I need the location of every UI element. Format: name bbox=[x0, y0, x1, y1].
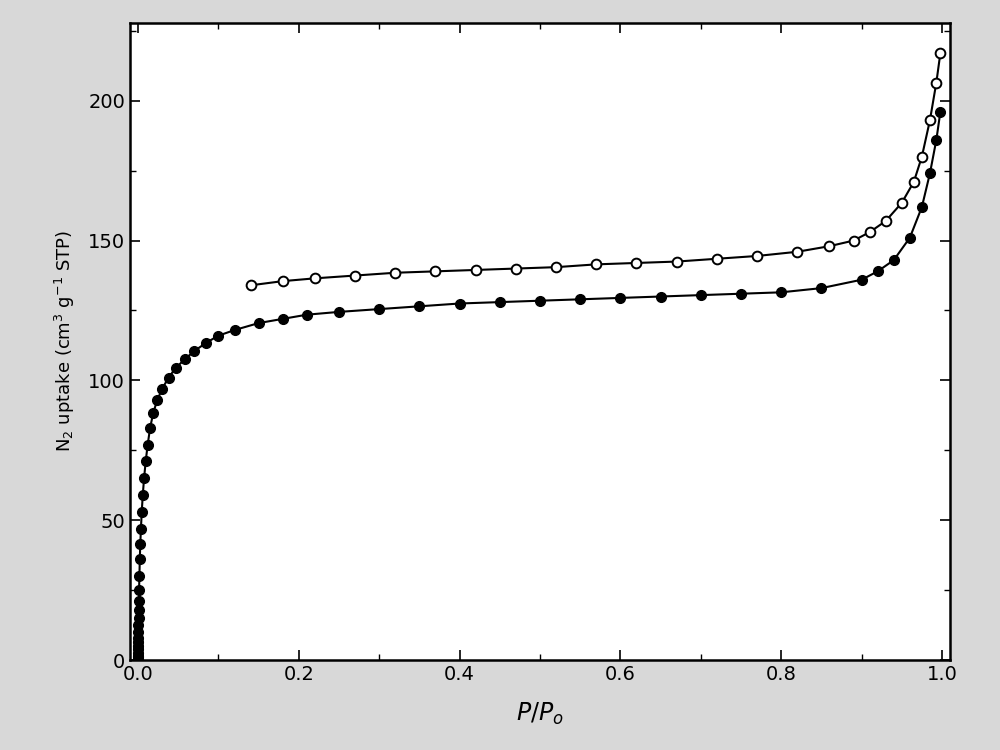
X-axis label: $\mathit{P/P_o}$: $\mathit{P/P_o}$ bbox=[516, 700, 564, 727]
Y-axis label: N$_2$ uptake (cm$^3$ g$^{-1}$ STP): N$_2$ uptake (cm$^3$ g$^{-1}$ STP) bbox=[53, 230, 77, 452]
